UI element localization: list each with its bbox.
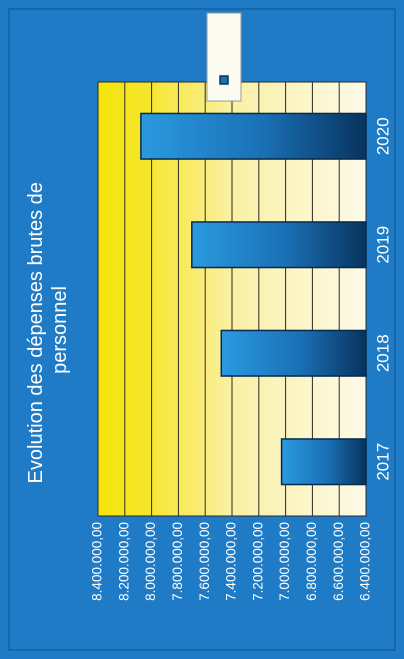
bar-2020 bbox=[140, 112, 367, 160]
value-tick-label: 8.400.000,00 bbox=[90, 522, 105, 601]
bars bbox=[140, 112, 367, 486]
chart-title-line-1: Evolution des dépenses brutes de bbox=[25, 182, 47, 483]
value-tick-label: 7.200.000,00 bbox=[250, 522, 265, 601]
value-tick-label: 7.800.000,00 bbox=[170, 522, 185, 601]
bar-2019 bbox=[191, 221, 367, 269]
value-tick-label: 7.000.000,00 bbox=[277, 522, 292, 601]
value-tick-label: 8.000.000,00 bbox=[143, 522, 158, 601]
value-tick-label: 7.600.000,00 bbox=[197, 522, 212, 601]
value-tick-label: 6.400.000,00 bbox=[358, 522, 373, 601]
category-label-2018: 2018 bbox=[373, 334, 392, 372]
value-tick-label: 6.800.000,00 bbox=[304, 522, 319, 601]
value-tick-label: 6.600.000,00 bbox=[331, 522, 346, 601]
value-tick-labels: 6.400.000,00 6.600.000,00 6.800.000,00 7.00… bbox=[90, 522, 373, 601]
bar-2017 bbox=[280, 438, 367, 486]
category-label-2020: 2020 bbox=[373, 117, 392, 155]
chart-title-line-2: personnel bbox=[49, 286, 71, 374]
legend bbox=[206, 12, 242, 102]
chart-title: Evolution des dépenses brutes de personn… bbox=[25, 177, 71, 484]
chart-border bbox=[8, 8, 396, 651]
category-label-2017: 2017 bbox=[373, 443, 392, 481]
value-tick-label: 8.200.000,00 bbox=[116, 522, 131, 601]
legend-box bbox=[206, 12, 242, 102]
legend-swatch bbox=[219, 75, 229, 85]
value-tick-label: 7.400.000,00 bbox=[224, 522, 239, 601]
category-labels: 2017 2018 2019 2020 bbox=[373, 117, 392, 480]
bar-2018 bbox=[220, 329, 367, 377]
category-label-2019: 2019 bbox=[373, 226, 392, 264]
